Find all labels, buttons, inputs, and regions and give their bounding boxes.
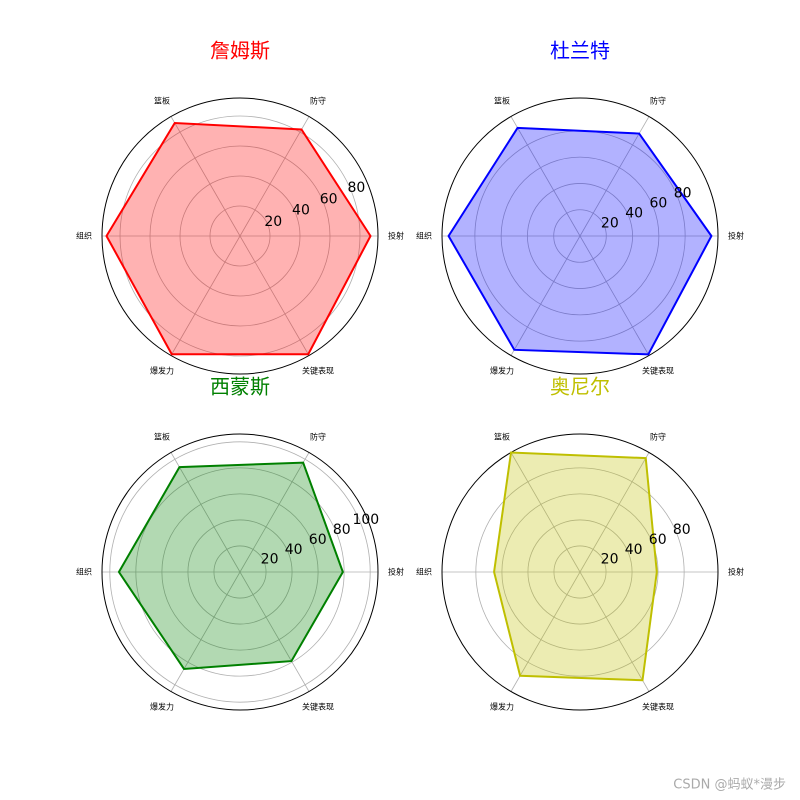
spoke	[579, 116, 650, 237]
chart-title: 西蒙斯	[210, 375, 270, 399]
category-label: 篮板	[154, 95, 170, 105]
r-tick-label: 40	[625, 542, 643, 558]
radar-area	[117, 461, 344, 671]
spoke	[239, 235, 310, 356]
category-label: 关键表现	[302, 366, 334, 376]
spoke	[579, 571, 650, 692]
radar-area	[105, 121, 372, 356]
category-label: 篮板	[494, 431, 510, 441]
spoke	[579, 235, 650, 356]
spoke	[510, 116, 581, 237]
chart-title: 詹姆斯	[210, 39, 270, 63]
category-label: 组织	[416, 231, 432, 241]
outer-circle	[441, 433, 719, 711]
r-tick-label: 20	[601, 552, 619, 568]
r-tick-label: 40	[292, 203, 310, 219]
category-label: 组织	[76, 567, 92, 577]
spoke	[170, 571, 241, 692]
outer-circle	[101, 433, 379, 711]
chart-title: 杜兰特	[550, 39, 610, 63]
spoke	[170, 116, 241, 237]
r-tick-label: 60	[649, 532, 667, 548]
category-label: 防守	[650, 95, 666, 105]
outer-circle	[101, 97, 379, 375]
category-label: 投射	[728, 567, 744, 577]
radar-area	[493, 451, 658, 682]
spoke	[170, 452, 241, 573]
spoke	[239, 571, 310, 692]
category-label: 防守	[310, 95, 326, 105]
spoke	[239, 452, 310, 573]
category-label: 组织	[76, 231, 92, 241]
spoke	[579, 452, 650, 573]
r-tick-label: 20	[264, 214, 282, 230]
category-label: 投射	[728, 231, 744, 241]
spoke	[170, 235, 241, 356]
r-tick-label: 80	[333, 522, 351, 538]
category-label: 篮板	[494, 95, 510, 105]
chart-title: 奥尼尔	[550, 375, 610, 399]
category-label: 爆发力	[150, 366, 174, 376]
category-label: 关键表现	[642, 702, 674, 712]
category-label: 爆发力	[490, 366, 514, 376]
r-tick-label: 100	[352, 512, 379, 528]
r-tick-label: 40	[625, 206, 643, 222]
category-label: 投射	[388, 567, 404, 577]
category-label: 爆发力	[490, 702, 514, 712]
r-tick-label: 60	[309, 532, 327, 548]
category-label: 篮板	[154, 431, 170, 441]
category-label: 防守	[310, 431, 326, 441]
r-tick-label: 80	[673, 522, 691, 538]
category-label: 关键表现	[302, 702, 334, 712]
outer-circle	[441, 97, 719, 375]
r-tick-label: 40	[285, 542, 303, 558]
category-label: 防守	[650, 431, 666, 441]
spoke	[510, 235, 581, 356]
category-label: 组织	[416, 567, 432, 577]
r-tick-label: 60	[320, 191, 338, 207]
radar-area	[447, 126, 713, 356]
category-label: 爆发力	[150, 702, 174, 712]
spoke	[510, 571, 581, 692]
spoke	[510, 452, 581, 573]
r-tick-label: 60	[649, 196, 667, 212]
spoke	[239, 116, 310, 237]
category-label: 关键表现	[642, 366, 674, 376]
r-tick-label: 20	[601, 216, 619, 232]
r-tick-label: 80	[347, 180, 365, 196]
r-tick-label: 80	[674, 185, 692, 201]
r-tick-label: 20	[261, 552, 279, 568]
category-label: 投射	[388, 231, 404, 241]
watermark: CSDN @蚂蚁*漫步	[673, 778, 786, 793]
